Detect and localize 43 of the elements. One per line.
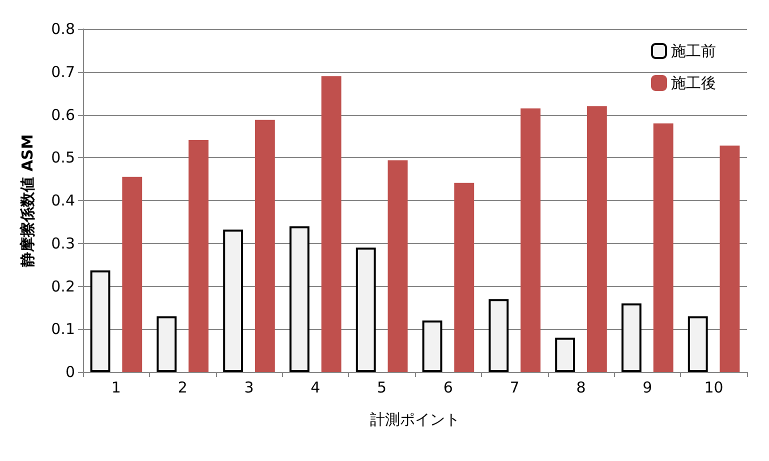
legend-label: 施工後 (671, 74, 716, 92)
bar (156, 316, 177, 372)
y-tick-label: 0.4 (51, 192, 75, 210)
y-tick-label: 0.5 (51, 148, 75, 167)
y-tick-label: 0.6 (51, 106, 75, 124)
bar (454, 182, 474, 372)
bar (555, 338, 576, 372)
bar (388, 160, 408, 372)
x-tick-label: 4 (310, 378, 320, 396)
bar (188, 140, 208, 372)
bar (688, 316, 708, 372)
x-tick-label: 6 (443, 378, 453, 396)
bar (356, 248, 376, 372)
bar (586, 106, 607, 372)
bar (622, 303, 642, 372)
bar (422, 320, 442, 372)
bar (254, 120, 275, 372)
bar (488, 299, 509, 372)
bar (290, 226, 310, 372)
y-axis-title: 静摩擦係数値 ASM (18, 134, 36, 268)
x-axis-title: 計測ポイント (370, 410, 460, 428)
x-tick-label: 9 (642, 378, 652, 396)
y-tick-label: 0.7 (51, 62, 75, 81)
bar (122, 176, 142, 372)
x-tick-label: 1 (111, 378, 121, 396)
x-tick-label: 7 (510, 378, 520, 396)
bar (223, 230, 244, 372)
bar (321, 76, 342, 372)
y-tick-label: 0.1 (51, 320, 75, 338)
bar (90, 270, 110, 372)
y-tick-label: 0 (65, 363, 75, 381)
legend-label: 施工前 (671, 42, 716, 60)
bar (720, 146, 740, 372)
x-tick-label: 2 (178, 378, 188, 396)
x-tick-label: 10 (704, 378, 724, 396)
x-tick-label: 3 (244, 378, 254, 396)
x-tick-label: 5 (377, 378, 387, 396)
bar (653, 123, 674, 372)
bar (520, 108, 540, 372)
y-tick-label: 0.2 (51, 277, 75, 296)
x-tick-label: 8 (576, 378, 586, 396)
y-tick-label: 0.8 (51, 20, 75, 38)
y-tick-label: 0.3 (51, 234, 75, 252)
